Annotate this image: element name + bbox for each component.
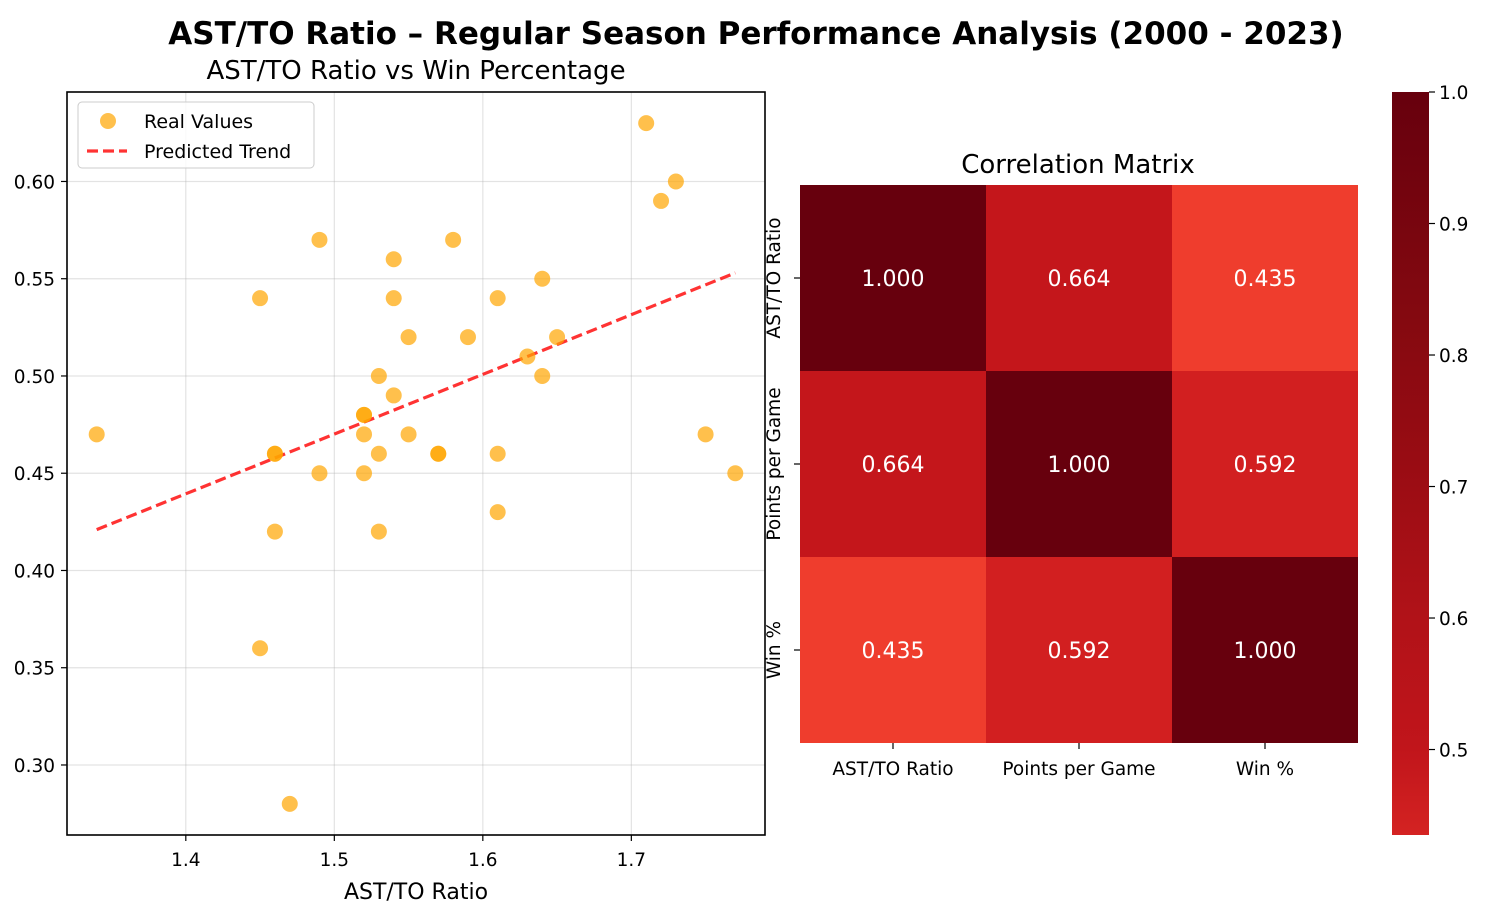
- y-tick-label: 0.35: [14, 659, 55, 680]
- scatter-legend: Real Values Predicted Trend: [77, 101, 315, 169]
- heatmap-row-label: Points per Game: [764, 387, 785, 540]
- scatter-point: [549, 329, 566, 346]
- x-tick-label: 1.4: [171, 850, 200, 871]
- scatter-point: [489, 290, 506, 307]
- x-tick-label: 1.6: [468, 850, 497, 871]
- heatmap-cell: [1172, 185, 1358, 371]
- trend-line: [96, 271, 736, 532]
- heatmap-value-label: 0.664: [862, 453, 925, 478]
- scatter-title: AST/TO Ratio vs Win Percentage: [206, 56, 625, 86]
- scatter-point: [356, 426, 373, 443]
- y-tick-label: 0.30: [14, 756, 55, 777]
- scatter-grid: [67, 92, 765, 835]
- scatter-point: [385, 387, 402, 404]
- y-tick-label: 0.60: [14, 172, 55, 193]
- scatter-point: [252, 640, 269, 657]
- heatmap-cell: [800, 185, 986, 371]
- y-tick-label: 0.45: [14, 464, 55, 485]
- colorbar-gradient: [1392, 92, 1429, 835]
- scatter-axes-frame: [66, 91, 766, 836]
- colorbar-tick-label: 0.9: [1439, 215, 1468, 236]
- scatter-point: [370, 367, 387, 384]
- heatmap-col-label: Win %: [1236, 759, 1294, 780]
- scatter-point: [489, 504, 506, 521]
- colorbar-ticks: 0.5 0.6 0.7 0.8 0.9 1.0: [1429, 83, 1468, 762]
- scatter-point: [88, 426, 105, 443]
- heatmap-cell: [986, 557, 1172, 743]
- scatter-point: [252, 290, 269, 307]
- scatter-points-layer: [88, 115, 744, 812]
- colorbar-tick-label: 0.8: [1439, 346, 1468, 367]
- heatmap-value-label: 0.592: [1234, 453, 1297, 478]
- scatter-point: [489, 445, 506, 462]
- colorbar: 0.5 0.6 0.7 0.8 0.9 1.0: [1392, 83, 1468, 835]
- heatmap-cell: [800, 557, 986, 743]
- colorbar-tick-label: 0.5: [1439, 741, 1468, 762]
- heatmap-cell: [1172, 557, 1358, 743]
- scatter-point: [653, 192, 670, 209]
- scatter-point: [370, 445, 387, 462]
- scatter-point: [727, 465, 744, 482]
- legend-frame: [77, 101, 315, 169]
- scatter-point: [266, 445, 283, 462]
- legend-label-predicted-trend: Predicted Trend: [144, 141, 291, 163]
- heatmap-cell: [1172, 371, 1358, 557]
- scatter-y-axis: 0.30 0.35 0.40 0.45 0.50 0.55 0.60: [14, 172, 67, 777]
- scatter-point: [266, 523, 283, 540]
- x-tick-label: 1.7: [617, 850, 646, 871]
- y-tick-label: 0.40: [14, 561, 55, 582]
- scatter-point: [400, 426, 417, 443]
- heatmap-col-label: AST/TO Ratio: [832, 759, 953, 780]
- scatter-point: [534, 270, 551, 287]
- scatter-point: [697, 426, 714, 443]
- colorbar-tick-label: 0.7: [1439, 478, 1468, 499]
- heatmap-cell: [986, 371, 1172, 557]
- scatter-point: [385, 251, 402, 268]
- scatter-point: [356, 406, 373, 423]
- trend-line-layer: [96, 271, 736, 532]
- scatter-panel: AST/TO Ratio vs Win Percentage 1.4 1.5 1.6…: [14, 56, 766, 905]
- heatmap-row-label: Win %: [764, 621, 785, 679]
- legend-label-real-values: Real Values: [144, 111, 253, 133]
- scatter-point: [281, 795, 298, 812]
- x-tick-label: 1.5: [320, 850, 349, 871]
- heatmap-title: Correlation Matrix: [961, 150, 1195, 180]
- scatter-point: [370, 523, 387, 540]
- colorbar-tick-label: 0.6: [1439, 609, 1468, 630]
- heatmap-value-label: 0.664: [1048, 267, 1111, 292]
- heatmap-cells: 1.000 0.664 0.435 0.664 1.000 0.592 0.435 0.592…: [800, 185, 1358, 743]
- heatmap-value-label: 0.435: [1234, 267, 1297, 292]
- scatter-point: [519, 348, 536, 365]
- heatmap-row-label: AST/TO Ratio: [764, 217, 785, 338]
- legend-marker-real-values: [100, 113, 116, 129]
- scatter-x-label: AST/TO Ratio: [344, 880, 488, 905]
- scatter-point: [534, 367, 551, 384]
- heatmap-cell: [800, 371, 986, 557]
- scatter-point: [400, 329, 417, 346]
- colorbar-tick-label: 1.0: [1439, 83, 1468, 104]
- scatter-point: [638, 115, 655, 132]
- scatter-point: [430, 445, 447, 462]
- heatmap-value-label: 1.000: [1048, 453, 1111, 478]
- heatmap-cell: [986, 185, 1172, 371]
- heatmap-value-label: 1.000: [862, 267, 925, 292]
- scatter-point: [459, 329, 476, 346]
- scatter-point: [311, 465, 328, 482]
- scatter-point: [311, 231, 328, 248]
- y-tick-label: 0.55: [14, 270, 55, 291]
- scatter-point: [385, 290, 402, 307]
- scatter-point: [667, 173, 684, 190]
- y-tick-label: 0.50: [14, 367, 55, 388]
- heatmap-axes: AST/TO Ratio Points per Game Win % AST/TO R…: [764, 217, 1294, 780]
- scatter-point: [356, 465, 373, 482]
- heatmap-value-label: 1.000: [1234, 639, 1297, 664]
- scatter-x-axis: 1.4 1.5 1.6 1.7: [171, 835, 646, 871]
- heatmap-col-label: Points per Game: [1002, 759, 1155, 780]
- heatmap-value-label: 0.435: [862, 639, 925, 664]
- heatmap-value-label: 0.592: [1048, 639, 1111, 664]
- figure-suptitle: AST/TO Ratio – Regular Season Performanc…: [168, 16, 1343, 52]
- scatter-point: [445, 231, 462, 248]
